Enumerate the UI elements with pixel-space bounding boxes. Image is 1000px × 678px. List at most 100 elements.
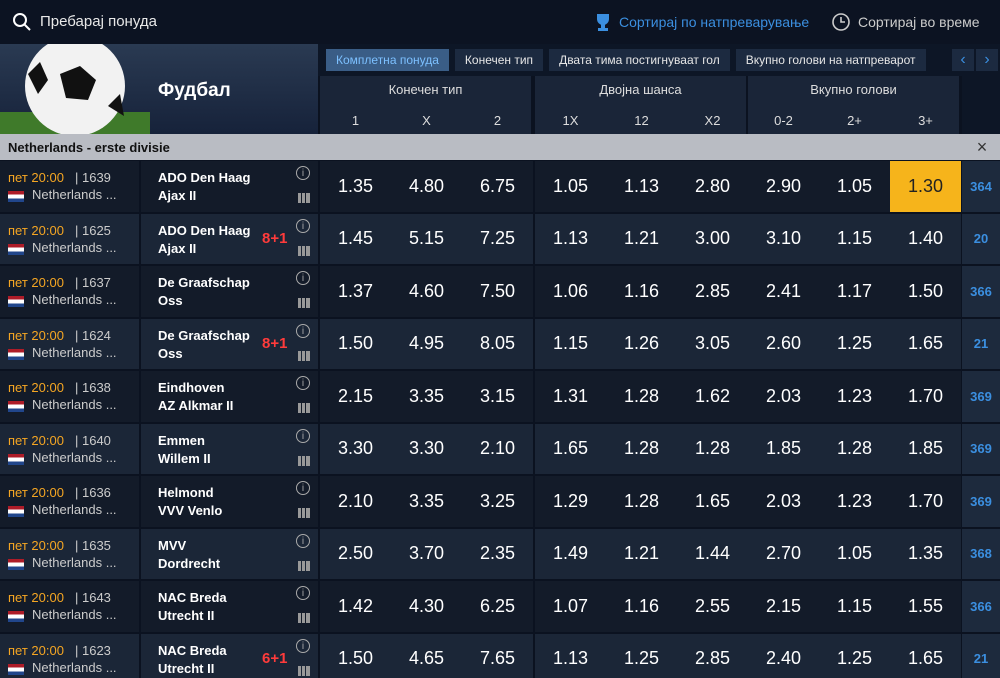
odd-button[interactable]: 1.65 bbox=[890, 633, 961, 678]
more-markets[interactable]: 369 bbox=[962, 371, 1000, 422]
odd-button[interactable]: 1.23 bbox=[819, 371, 890, 422]
odd-button[interactable]: 1.23 bbox=[819, 476, 890, 527]
odd-button[interactable]: 1.40 bbox=[890, 213, 961, 264]
odd-button[interactable]: 5.15 bbox=[391, 213, 462, 264]
tab[interactable]: Вкупно голови на натпреварот bbox=[735, 49, 926, 71]
odd-button[interactable]: 1.13 bbox=[606, 161, 677, 212]
sort-competition[interactable]: Сортирај по натпреварување bbox=[619, 14, 810, 30]
stats-icon[interactable] bbox=[298, 665, 310, 676]
more-markets[interactable]: 366 bbox=[962, 581, 1000, 632]
odd-button[interactable]: 1.05 bbox=[819, 528, 890, 579]
odd-button[interactable]: 7.50 bbox=[462, 266, 533, 317]
odd-button[interactable]: 4.65 bbox=[391, 633, 462, 678]
odd-button[interactable]: 2.60 bbox=[748, 318, 819, 369]
odd-button[interactable]: 2.50 bbox=[320, 528, 391, 579]
odd-button[interactable]: 1.21 bbox=[606, 213, 677, 264]
odd-button[interactable]: 1.29 bbox=[535, 476, 606, 527]
odd-button[interactable]: 2.03 bbox=[748, 476, 819, 527]
odd-button[interactable]: 4.60 bbox=[391, 266, 462, 317]
odd-button[interactable]: 1.31 bbox=[535, 371, 606, 422]
odd-button[interactable]: 1.50 bbox=[890, 266, 961, 317]
odd-button[interactable]: 3.05 bbox=[677, 318, 748, 369]
odd-button[interactable]: 1.15 bbox=[819, 213, 890, 264]
odd-button[interactable]: 3.35 bbox=[391, 476, 462, 527]
info-icon[interactable]: i bbox=[296, 428, 310, 443]
odd-button[interactable]: 1.42 bbox=[320, 581, 391, 632]
more-markets[interactable]: 21 bbox=[962, 318, 1000, 369]
sort-time[interactable]: Сортирај во време bbox=[858, 14, 980, 30]
odd-button[interactable]: 3.10 bbox=[748, 213, 819, 264]
stats-icon[interactable] bbox=[298, 613, 310, 623]
stats-icon[interactable] bbox=[298, 245, 310, 256]
odd-button[interactable]: 8.05 bbox=[462, 318, 533, 369]
tab[interactable]: Двата тима постигнуваат гол bbox=[549, 49, 730, 71]
more-markets[interactable]: 366 bbox=[962, 266, 1000, 317]
stats-icon[interactable] bbox=[298, 455, 310, 466]
odd-button[interactable]: 3.30 bbox=[320, 423, 391, 474]
odd-button[interactable]: 1.16 bbox=[606, 266, 677, 317]
odd-button[interactable]: 2.85 bbox=[677, 633, 748, 678]
odd-button[interactable]: 1.17 bbox=[819, 266, 890, 317]
odd-button[interactable]: 1.65 bbox=[890, 318, 961, 369]
tab-prev[interactable]: ‹ bbox=[952, 49, 974, 71]
odd-button[interactable]: 2.10 bbox=[462, 423, 533, 474]
odd-button[interactable]: 1.13 bbox=[535, 633, 606, 678]
odd-button[interactable]: 1.85 bbox=[890, 423, 961, 474]
odd-button[interactable]: 1.35 bbox=[890, 528, 961, 579]
odd-button[interactable]: 1.45 bbox=[320, 213, 391, 264]
odd-button[interactable]: 1.25 bbox=[819, 318, 890, 369]
odd-button[interactable]: 1.28 bbox=[606, 476, 677, 527]
odd-button[interactable]: 1.25 bbox=[606, 633, 677, 678]
odd-button[interactable]: 4.30 bbox=[391, 581, 462, 632]
odd-button[interactable]: 2.15 bbox=[320, 371, 391, 422]
odd-button[interactable]: 1.49 bbox=[535, 528, 606, 579]
odd-button[interactable]: 1.13 bbox=[535, 213, 606, 264]
odd-button[interactable]: 1.55 bbox=[890, 581, 961, 632]
odd-button[interactable]: 1.65 bbox=[535, 423, 606, 474]
odd-button[interactable]: 2.41 bbox=[748, 266, 819, 317]
more-markets[interactable]: 368 bbox=[962, 528, 1000, 579]
stats-icon[interactable] bbox=[298, 560, 310, 571]
odd-button[interactable]: 1.62 bbox=[677, 371, 748, 422]
more-markets[interactable]: 20 bbox=[962, 213, 1000, 264]
odd-button[interactable]: 6.25 bbox=[462, 581, 533, 632]
tab[interactable]: Конечен тип bbox=[454, 49, 544, 71]
info-icon[interactable]: i bbox=[296, 271, 310, 285]
info-icon[interactable]: i bbox=[296, 533, 310, 548]
search-input[interactable]: Пребарај понуда bbox=[40, 13, 157, 30]
odd-button[interactable]: 1.28 bbox=[819, 423, 890, 474]
odd-button[interactable]: 3.70 bbox=[391, 528, 462, 579]
odd-button[interactable]: 1.15 bbox=[535, 318, 606, 369]
odd-button[interactable]: 1.28 bbox=[606, 423, 677, 474]
odd-button[interactable]: 2.80 bbox=[677, 161, 748, 212]
info-icon[interactable]: i bbox=[296, 323, 310, 338]
odd-button[interactable]: 2.35 bbox=[462, 528, 533, 579]
odd-button[interactable]: 1.35 bbox=[320, 161, 391, 212]
odd-button[interactable]: 1.16 bbox=[606, 581, 677, 632]
odd-button[interactable]: 1.05 bbox=[819, 161, 890, 212]
stats-icon[interactable] bbox=[298, 508, 310, 518]
more-markets[interactable]: 364 bbox=[962, 161, 1000, 212]
info-icon[interactable]: i bbox=[296, 218, 310, 233]
odd-button[interactable]: 1.06 bbox=[535, 266, 606, 317]
more-markets[interactable]: 369 bbox=[962, 476, 1000, 527]
more-markets[interactable]: 21 bbox=[962, 633, 1000, 678]
stats-icon[interactable] bbox=[298, 403, 310, 413]
odd-button[interactable]: 1.05 bbox=[535, 161, 606, 212]
odd-button[interactable]: 3.30 bbox=[391, 423, 462, 474]
odd-button[interactable]: 1.70 bbox=[890, 371, 961, 422]
odd-button[interactable]: 3.25 bbox=[462, 476, 533, 527]
info-icon[interactable]: i bbox=[296, 166, 310, 180]
tab[interactable]: Комплетна понуда bbox=[326, 49, 449, 71]
odd-button[interactable]: 2.55 bbox=[677, 581, 748, 632]
info-icon[interactable]: i bbox=[296, 638, 310, 653]
odd-button[interactable]: 7.65 bbox=[462, 633, 533, 678]
stats-icon[interactable] bbox=[298, 298, 310, 308]
odd-button[interactable]: 1.26 bbox=[606, 318, 677, 369]
odd-button[interactable]: 4.95 bbox=[391, 318, 462, 369]
odd-button[interactable]: 1.85 bbox=[748, 423, 819, 474]
odd-button[interactable]: 2.90 bbox=[748, 161, 819, 212]
info-icon[interactable]: i bbox=[296, 376, 310, 390]
more-markets[interactable]: 369 bbox=[962, 423, 1000, 474]
odd-button[interactable]: 3.15 bbox=[462, 371, 533, 422]
